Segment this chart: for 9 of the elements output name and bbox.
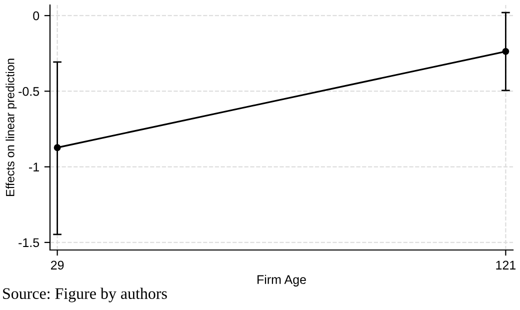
- y-tick-label: 0: [33, 11, 40, 20]
- source-note: Source: Figure by authors: [3, 288, 167, 302]
- x-tick-label: 121: [496, 260, 516, 270]
- y-tick-label: -1: [29, 162, 39, 172]
- x-tick-label: 29: [50, 260, 64, 270]
- y-tick-label: -1.5: [18, 238, 40, 248]
- y-tick-label: -0.5: [18, 87, 40, 96]
- x-axis-title: Firm Age: [258, 274, 306, 286]
- y-axis-title: Effects on linear prediction: [6, 58, 17, 196]
